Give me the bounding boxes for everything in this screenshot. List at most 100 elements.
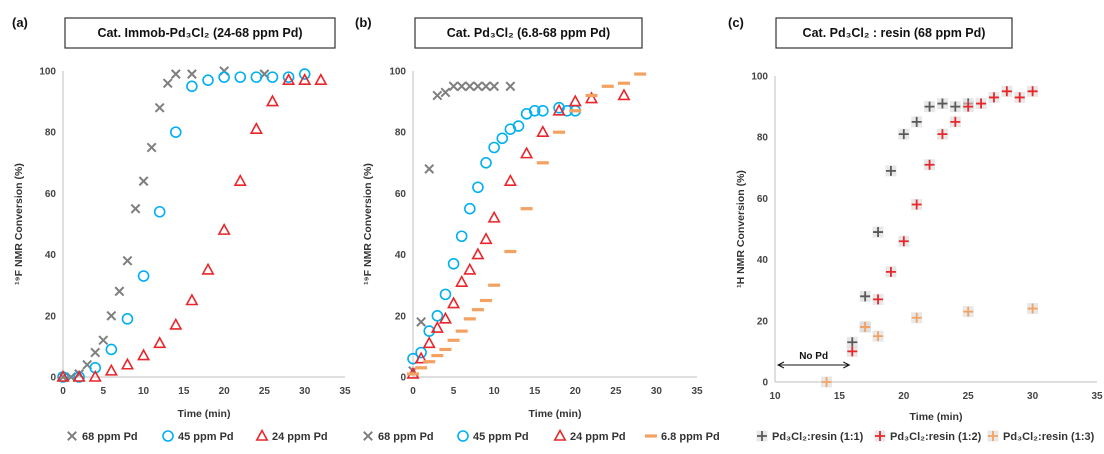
data-point [56, 369, 70, 382]
data-point [1001, 86, 1012, 97]
data-point [1027, 86, 1038, 97]
data-point [472, 181, 484, 194]
data-point [552, 103, 566, 116]
chart-title: Cat. Immob-Pd₃Cl₂ (24-68 ppm Pd) [97, 26, 302, 40]
data-point [505, 81, 516, 92]
data-point [106, 310, 117, 321]
data-point [601, 84, 614, 88]
chart-panel-0: (a) Cat. Immob-Pd₃Cl₂ (24-68 ppm Pd) 0 20 40… [12, 15, 351, 443]
data-point [431, 309, 444, 322]
no-pd-annotation: No Pd [799, 351, 828, 362]
data-point [298, 73, 312, 85]
data-point [937, 98, 948, 109]
data-point [553, 130, 566, 134]
x-tick-label: 0 [60, 386, 66, 397]
y-tick-label: 0 [400, 373, 406, 384]
data-point [537, 104, 549, 117]
data-point [447, 257, 460, 270]
x-tick-label: 10 [138, 386, 150, 397]
data-point [282, 71, 295, 83]
data-point [422, 336, 436, 349]
data-point [950, 101, 961, 112]
data-point [122, 255, 133, 266]
data-point [489, 81, 500, 92]
y-tick-label: 40 [45, 250, 57, 261]
data-point [568, 94, 582, 107]
y-tick-label: 0 [762, 378, 768, 389]
x-tick-label: 30 [1027, 391, 1039, 402]
data-point [169, 317, 183, 330]
data-point [487, 210, 501, 223]
data-point [873, 294, 884, 305]
x-tick-label: 0 [410, 386, 416, 397]
legend-marker [757, 431, 767, 441]
x-tick-label: 15 [834, 391, 846, 402]
series-1 [407, 101, 582, 365]
data-point [503, 173, 517, 186]
series-1 [846, 85, 1039, 357]
data-point [911, 116, 922, 127]
y-tick-label: 100 [39, 67, 56, 78]
data-point [170, 126, 182, 138]
x-tick-label: 15 [178, 386, 190, 397]
data-point [488, 283, 501, 287]
data-point [463, 317, 476, 321]
data-point [617, 81, 630, 85]
y-tick-label: 40 [395, 250, 407, 261]
series-3 [407, 72, 647, 376]
legend-label: 68 ppm Pd [82, 431, 138, 443]
x-axis-title: Time (min) [178, 408, 231, 420]
data-point [423, 360, 436, 364]
x-tick-label: 10 [489, 386, 501, 397]
chart-title-box [414, 17, 643, 49]
y-tick-label: 60 [45, 189, 57, 200]
y-tick-label: 60 [757, 194, 769, 205]
data-point [170, 69, 181, 79]
data-point [265, 94, 280, 107]
data-point [536, 125, 550, 137]
legend-label: Pd₃Cl₂:resin (1:3) [1003, 431, 1095, 443]
data-point [911, 199, 922, 210]
data-point [186, 80, 198, 93]
data-point [448, 81, 459, 92]
data-point [138, 176, 149, 187]
data-point [233, 173, 247, 186]
data-point [463, 262, 477, 275]
data-point [146, 142, 157, 153]
data-point [617, 88, 631, 101]
data-point [634, 72, 647, 76]
data-point [120, 357, 135, 370]
data-point [471, 247, 485, 260]
data-point [455, 329, 468, 333]
series-0 [846, 98, 974, 348]
data-point [202, 74, 214, 86]
data-point [218, 71, 230, 83]
chart-panel-1: (b) Cat. Pd₃Cl₂ (6.8-68 ppm Pd) 0 20 40 60 80 1… [355, 15, 720, 443]
data-point [431, 353, 444, 358]
data-point [885, 165, 896, 176]
data-point [455, 274, 469, 287]
data-point [137, 348, 151, 361]
data-point [414, 351, 428, 364]
data-point [72, 369, 86, 382]
data-point [512, 120, 525, 132]
x-tick-label: 25 [610, 386, 622, 397]
data-point [423, 325, 436, 337]
y-tick-label: 80 [395, 128, 407, 139]
series-2 [56, 73, 328, 382]
data-point [911, 312, 922, 323]
data-point [488, 141, 500, 154]
legend-label: 6.8 ppm Pd [661, 431, 720, 443]
series-2 [406, 88, 631, 379]
data-point [187, 69, 197, 79]
data-point [249, 121, 263, 134]
y-tick-label: 20 [45, 311, 57, 322]
legend-label: 68 ppm Pd [378, 431, 434, 443]
data-point [114, 286, 125, 297]
data-point [415, 366, 428, 370]
data-point [282, 73, 296, 85]
chart-panel-2: (c) Cat. Pd₃Cl₂ : resin (68 ppm Pd) 0 20 40 6… [728, 15, 1103, 443]
x-tick-label: 10 [769, 391, 781, 402]
y-axis-title: ¹H NMR Conversion (%) [735, 170, 747, 288]
